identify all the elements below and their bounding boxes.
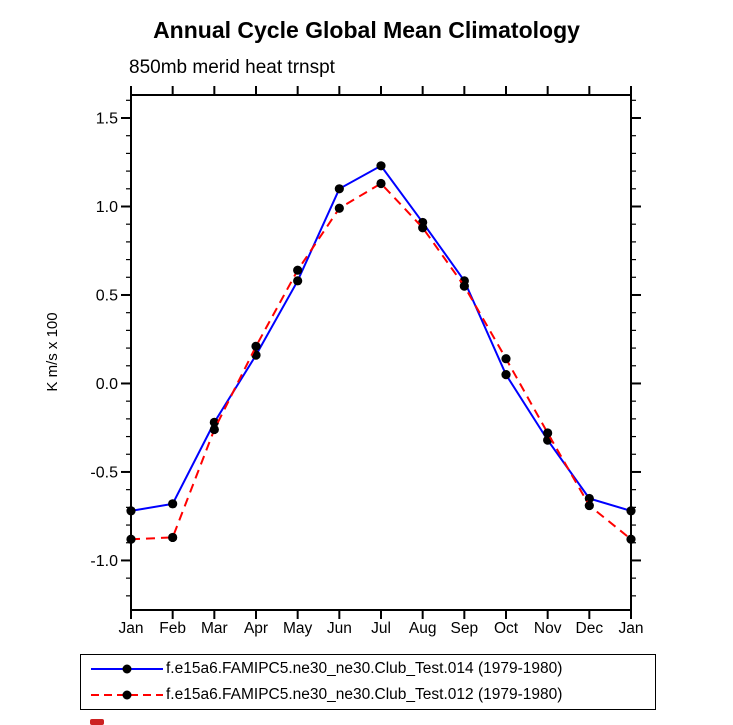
x-tick-label: Aug bbox=[409, 620, 437, 637]
y-tick-label: 1.5 bbox=[96, 111, 118, 128]
x-tick-label: Nov bbox=[534, 620, 562, 637]
x-tick-label: Jan bbox=[619, 620, 644, 637]
legend-item: f.e15a6.FAMIPC5.ne30_ne30.Club_Test.014 … bbox=[81, 656, 655, 682]
x-tick-label: May bbox=[283, 620, 313, 637]
data-point-marker bbox=[168, 532, 178, 543]
data-point-marker bbox=[334, 184, 344, 194]
x-tick-label: Apr bbox=[244, 620, 268, 637]
y-axis-title: K m/s x 100 bbox=[44, 312, 61, 391]
data-point-marker bbox=[251, 341, 261, 351]
legend-item: f.e15a6.FAMIPC5.ne30_ne30.Club_Test.012 … bbox=[81, 682, 655, 708]
data-point-marker bbox=[501, 354, 511, 364]
legend-line-sample-dashed bbox=[91, 690, 163, 700]
data-point-marker bbox=[376, 161, 386, 171]
data-point-marker bbox=[459, 281, 469, 291]
plot-frame bbox=[130, 94, 632, 611]
series-line-1 bbox=[130, 182, 632, 541]
y-tick-label: -0.5 bbox=[90, 464, 118, 481]
data-point-marker bbox=[209, 424, 219, 435]
series-line-0 bbox=[130, 164, 632, 512]
x-tick-label: Dec bbox=[576, 620, 604, 637]
y-tick-label: 1.0 bbox=[96, 199, 118, 216]
y-tick-label: -1.0 bbox=[90, 553, 118, 570]
data-point-marker bbox=[418, 223, 428, 233]
x-tick-label: Jul bbox=[371, 620, 391, 637]
x-tick-label: Jan bbox=[119, 620, 144, 637]
y-tick-label: 0.5 bbox=[96, 287, 118, 304]
data-point-marker bbox=[376, 178, 386, 189]
x-tick-label: Oct bbox=[494, 620, 519, 637]
chart-subtitle: 850mb merid heat trnspt bbox=[129, 57, 335, 78]
x-tick-label: Feb bbox=[159, 620, 186, 637]
data-point-marker bbox=[501, 370, 511, 380]
data-point-marker bbox=[293, 276, 303, 286]
y-tick-label: 0.0 bbox=[96, 376, 118, 393]
legend-marker-dot bbox=[122, 664, 132, 674]
data-point-marker bbox=[126, 534, 136, 544]
cropped-logo-fragment bbox=[90, 719, 104, 725]
legend-label: f.e15a6.FAMIPC5.ne30_ne30.Club_Test.014 … bbox=[166, 660, 563, 677]
data-point-marker bbox=[543, 428, 553, 438]
data-point-marker bbox=[293, 265, 303, 275]
data-point-marker bbox=[209, 417, 219, 428]
chart-title: Annual Cycle Global Mean Climatology bbox=[153, 17, 580, 43]
data-point-marker bbox=[626, 534, 636, 544]
x-tick-label: Mar bbox=[201, 620, 228, 637]
legend-line-sample-solid bbox=[91, 664, 163, 674]
data-point-marker bbox=[584, 500, 594, 511]
x-tick-label: Sep bbox=[451, 620, 479, 637]
data-point-marker bbox=[168, 499, 178, 509]
data-point-marker bbox=[334, 203, 344, 213]
legend-label: f.e15a6.FAMIPC5.ne30_ne30.Club_Test.012 … bbox=[166, 686, 563, 703]
data-point-marker bbox=[626, 506, 636, 516]
x-tick-label: Jun bbox=[327, 620, 352, 637]
legend: f.e15a6.FAMIPC5.ne30_ne30.Club_Test.014 … bbox=[80, 654, 656, 710]
legend-marker-dot bbox=[122, 690, 132, 700]
data-point-marker bbox=[126, 506, 136, 516]
